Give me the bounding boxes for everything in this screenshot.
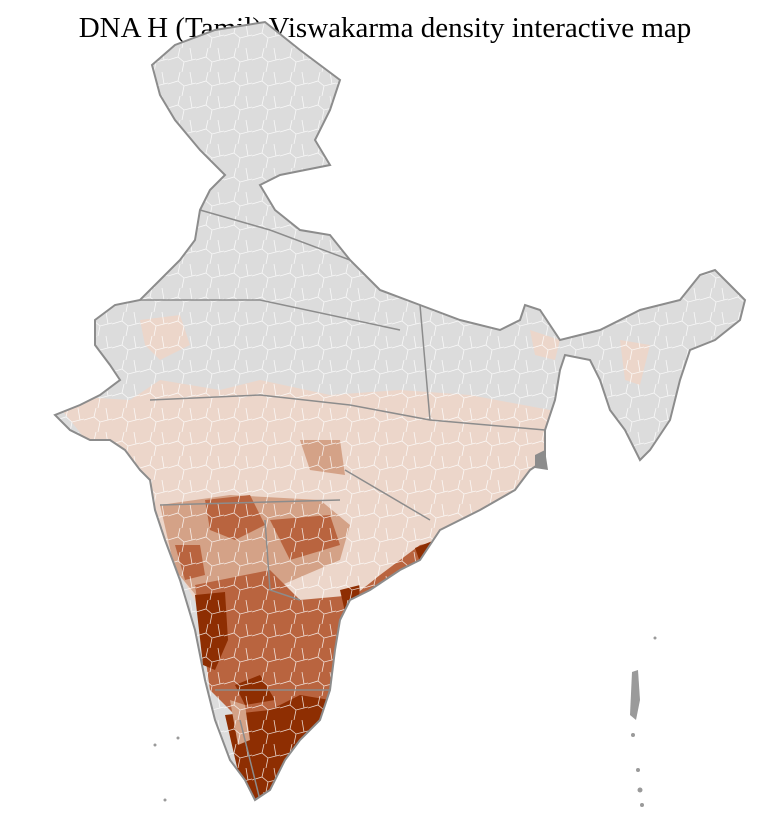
map-title: DNA H (Tamil) Viswakarma density interac…	[78, 12, 692, 44]
sundarbans-delta	[535, 450, 548, 470]
andaman-nicobar-islands	[630, 636, 657, 807]
lakshadweep-islands	[153, 736, 180, 802]
state-borders	[140, 209, 546, 800]
